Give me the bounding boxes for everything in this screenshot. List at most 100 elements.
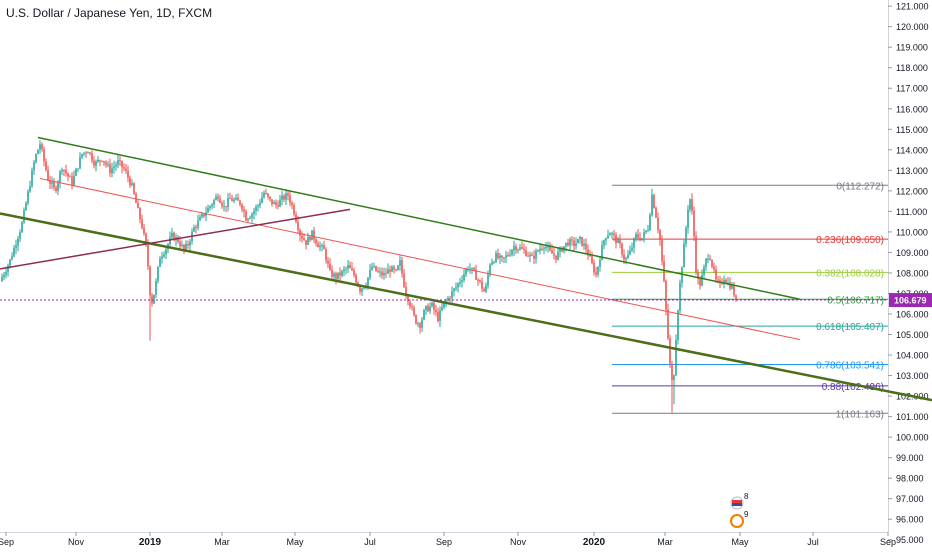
time-tick-label: Mar [657,537,673,547]
candle-body [233,199,235,202]
candle-body [339,272,341,276]
candle-body [313,230,315,240]
candle-body [543,247,545,249]
candle-body [601,245,603,261]
candle-body [487,274,489,286]
candle-body [217,196,219,199]
candle-body [197,220,199,228]
candle-body [203,214,205,216]
candle-body [285,193,287,200]
candle-body [43,149,45,162]
candle-body [97,159,99,162]
candle-body [431,302,433,307]
time-tick-label: Sep [436,537,452,547]
candle-body [637,234,639,238]
candle-body [241,204,243,210]
candle-body [497,253,499,259]
candle-body [633,238,635,248]
candle-body [523,248,525,251]
candle-body [7,265,9,272]
candle-body [627,254,629,259]
candle-body [53,182,55,188]
candle-body [51,182,53,184]
candle-body [265,192,267,194]
candle-body [33,162,35,171]
candle-body [251,214,253,218]
candle-body [705,258,707,267]
price-tick-label: 119.000 [896,43,928,53]
candle-body [377,271,379,273]
candle-body [195,227,197,229]
candle-body [545,247,547,249]
candle-body [331,269,333,277]
candle-body [557,251,559,260]
candle-body [135,193,137,203]
candle-body [555,255,557,260]
candle-body [609,233,611,236]
candle-body [323,245,325,250]
candle-body [459,281,461,284]
candle-body [41,144,43,150]
candle-body [89,152,91,154]
candle-body [369,269,371,278]
candle-body [105,162,107,165]
candle-body [367,277,369,287]
candle-body [149,266,151,296]
price-tick-label: 98.000 [896,474,924,484]
candle-body [403,273,405,287]
candle-body [577,238,579,244]
candle-body [275,202,277,206]
candle-body [93,160,95,166]
candle-body [479,280,481,282]
fib-level-label: 0(112.272) [836,181,884,192]
price-tick-label: 108.000 [896,268,929,278]
candle-body [247,218,249,221]
candle-body [635,234,637,239]
candle-body [321,245,323,247]
candle-body [559,247,561,252]
candle-body [17,238,19,246]
candle-body [257,205,259,207]
candle-body [433,302,435,310]
candle-body [27,191,29,204]
candle-body [537,250,539,252]
price-tick-label: 110.000 [896,227,928,237]
candle-body [9,259,11,266]
fib-level-label: 0.236(109.650) [816,235,884,246]
candle-body [279,199,281,207]
candle-body [347,264,349,269]
candle-body [209,206,211,208]
candle-body [733,285,735,296]
candle-body [525,250,527,256]
candle-body [685,227,687,244]
candle-body [397,265,399,270]
candle-body [139,208,141,220]
candle-body [639,237,641,241]
candle-body [553,253,555,256]
candle-body [631,247,633,251]
candle-body [621,243,623,255]
candle-body [571,239,573,241]
candle-body [697,272,699,280]
candle-body [131,183,133,186]
candle-body [457,283,459,288]
candle-body [599,260,601,267]
candle-body [155,281,157,295]
candle-body [61,169,63,172]
candle-body [481,281,483,289]
candle-body [171,232,173,238]
candle-body [593,262,595,273]
candle-body [671,363,673,380]
price-tick-label: 106.000 [896,309,929,319]
candle-body [443,301,445,308]
candle-body [455,287,457,289]
candles [1,140,737,413]
candle-body [335,273,337,279]
candle-body [73,175,75,186]
candle-body [81,153,83,158]
candle-body [103,161,105,163]
candle-body [371,266,373,270]
candle-body [529,254,531,257]
